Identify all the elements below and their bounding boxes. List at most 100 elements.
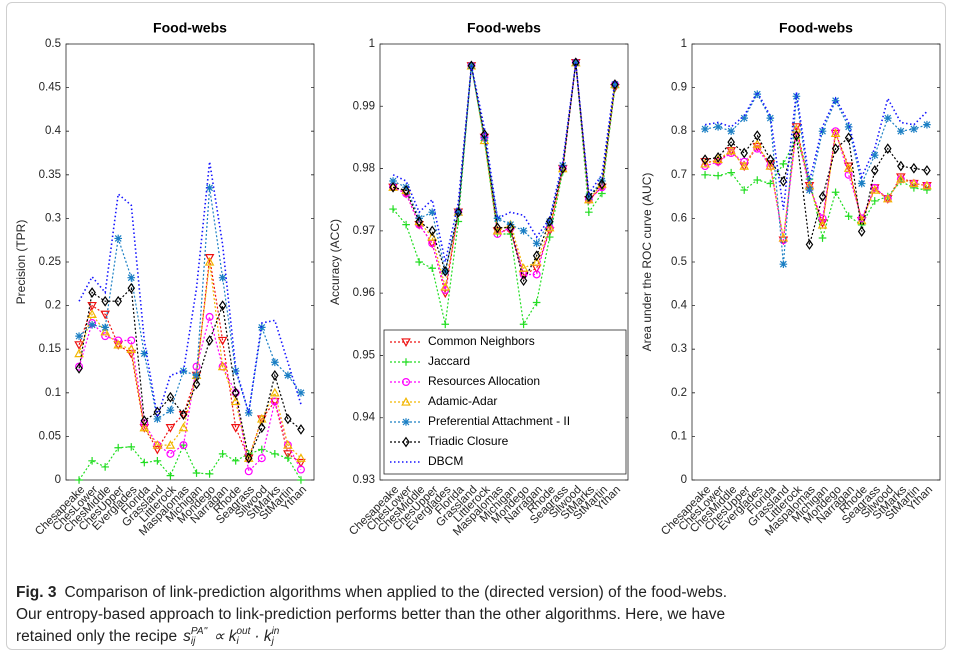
marker	[857, 179, 866, 188]
marker	[910, 184, 918, 192]
marker	[192, 378, 201, 390]
marker	[166, 449, 175, 458]
caption-text: Comparison of link-prediction algorithms…	[64, 584, 728, 601]
marker	[230, 396, 241, 406]
y-tick-label: 0.15	[39, 343, 61, 355]
y-tick-label: 0.05	[39, 430, 61, 442]
marker	[805, 186, 814, 194]
marker	[87, 309, 97, 318]
marker	[271, 358, 279, 367]
marker	[598, 177, 606, 185]
marker	[74, 341, 84, 350]
marker	[897, 127, 905, 135]
marker	[714, 171, 722, 180]
marker	[779, 160, 788, 168]
marker	[179, 409, 188, 420]
marker	[753, 130, 762, 141]
marker	[192, 371, 201, 380]
marker	[598, 178, 606, 190]
legend-label: Jaccard	[428, 354, 470, 368]
marker	[218, 273, 227, 282]
marker	[519, 320, 528, 329]
chart-title: Food-webs	[467, 20, 541, 36]
marker	[531, 256, 542, 266]
marker	[166, 391, 175, 403]
marker	[415, 214, 423, 223]
series-line	[392, 62, 616, 263]
sub: i	[236, 636, 239, 647]
marker	[296, 458, 306, 468]
marker	[271, 370, 279, 381]
series-line	[392, 62, 616, 327]
y-tick-label: 0.98	[353, 163, 375, 175]
marker	[297, 476, 305, 484]
marker	[765, 161, 776, 170]
marker	[753, 176, 762, 184]
marker	[205, 312, 214, 321]
marker	[389, 177, 397, 185]
marker	[388, 182, 398, 191]
marker	[192, 469, 201, 477]
series-line	[705, 134, 927, 245]
marker	[428, 208, 437, 216]
y-tick-label: 0.4	[45, 125, 62, 137]
y-tick-label: 0.2	[671, 387, 687, 399]
marker	[585, 208, 593, 216]
y-tick-label: 0.45	[39, 82, 61, 94]
y-tick-label: 0.8	[671, 125, 687, 137]
marker	[727, 136, 735, 148]
marker	[127, 273, 136, 282]
marker	[701, 171, 709, 179]
y-tick-label: 0.25	[39, 256, 61, 268]
marker	[284, 371, 292, 380]
series-line	[392, 62, 616, 283]
marker	[752, 139, 763, 148]
marker	[114, 443, 123, 452]
marker	[127, 443, 136, 451]
marker	[100, 310, 110, 320]
y-tick-label: 0.5	[671, 256, 687, 268]
marker	[611, 80, 619, 89]
marker	[493, 214, 502, 223]
y-tick-label: 0	[681, 474, 687, 486]
marker	[389, 181, 397, 193]
series-line	[704, 90, 928, 210]
marker	[701, 125, 709, 133]
marker	[179, 367, 188, 375]
marker	[258, 422, 266, 434]
marker	[114, 295, 122, 307]
marker	[88, 320, 96, 329]
legend-marker	[402, 358, 410, 366]
marker	[257, 454, 266, 463]
marker	[114, 336, 123, 345]
legend-label: Preferential Attachment - II	[428, 414, 570, 428]
legend-label: Triadic Closure	[428, 434, 509, 448]
marker	[271, 450, 279, 458]
marker	[153, 457, 162, 465]
marker	[492, 225, 503, 235]
marker	[231, 367, 240, 375]
y-tick-label: 0.2	[45, 300, 61, 312]
plot-area	[65, 43, 315, 481]
marker	[166, 406, 175, 415]
chart-title: Food-webs	[779, 20, 853, 36]
sup: out	[236, 626, 251, 637]
marker	[818, 191, 827, 202]
marker	[101, 295, 109, 307]
y-tick-label: 0.95	[353, 349, 375, 361]
marker	[113, 339, 124, 349]
marker	[831, 188, 840, 197]
legend-label: DBCM	[428, 454, 463, 468]
marker	[440, 281, 451, 291]
y-tick-label: 0.6	[671, 212, 687, 224]
marker	[714, 152, 722, 163]
marker	[402, 183, 410, 192]
caption: Fig. 3 Comparison of link-prediction algo…	[16, 582, 941, 648]
legend-marker	[401, 338, 411, 348]
y-tick-label: 0.9	[671, 82, 687, 94]
marker	[454, 208, 463, 216]
caption-label: Fig. 3	[16, 584, 57, 601]
y-tick-label: 0.7	[671, 169, 687, 181]
marker	[428, 225, 436, 237]
y-tick-label: 0.5	[45, 38, 61, 50]
